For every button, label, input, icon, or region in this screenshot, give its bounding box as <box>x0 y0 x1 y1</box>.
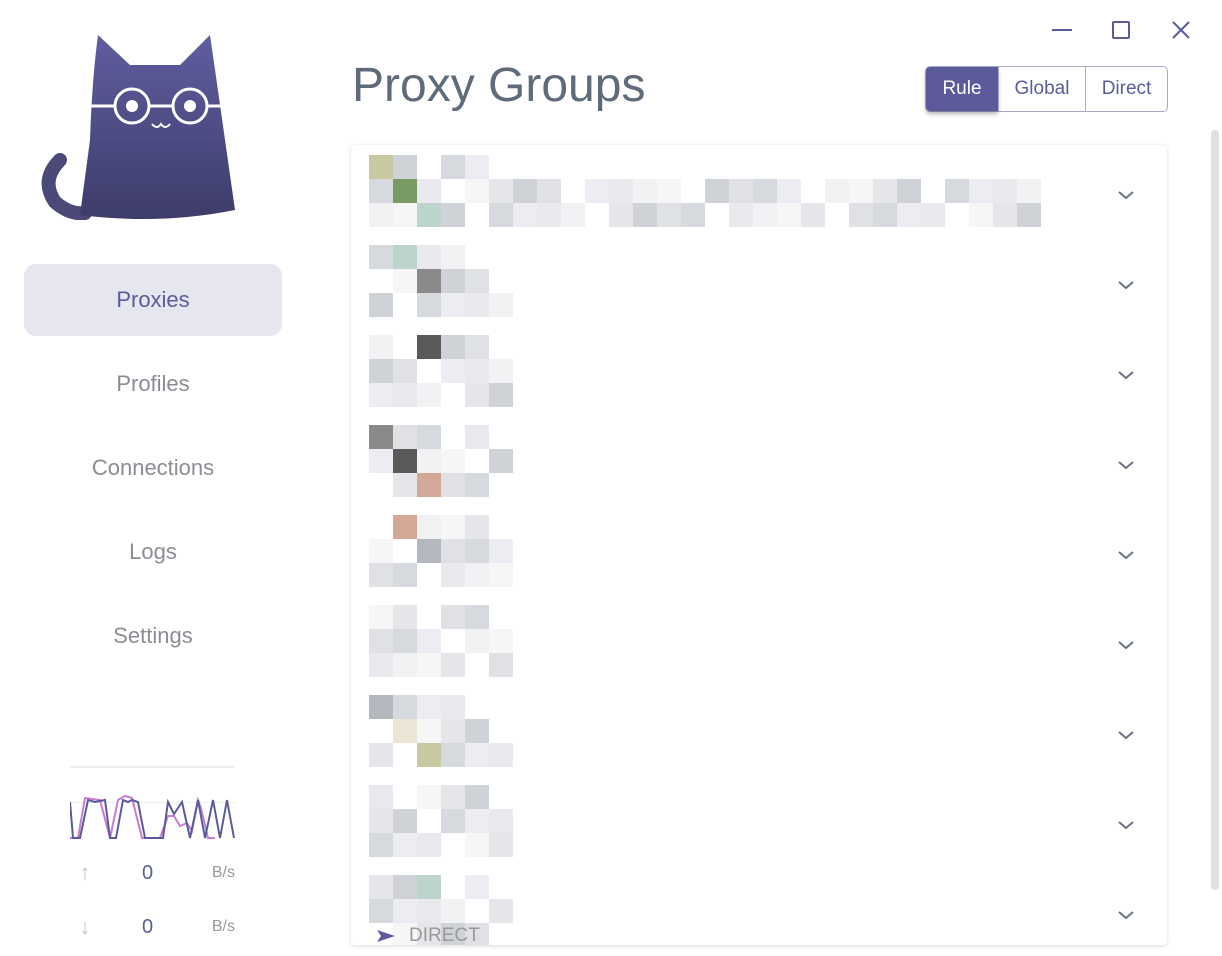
proxy-group-row[interactable] <box>351 775 1167 865</box>
arrow-up-icon: ↑ <box>79 860 91 885</box>
upload-unit: B/s <box>211 864 235 881</box>
selected-proxy-label: DIRECT <box>409 925 480 945</box>
graph-gridline <box>70 802 235 803</box>
arrow-down-icon: ↓ <box>79 914 91 939</box>
minimize-icon[interactable] <box>1050 18 1074 42</box>
maximize-icon[interactable] <box>1109 18 1133 42</box>
mode-global-button[interactable]: Global <box>998 67 1085 111</box>
selected-proxy: DIRECT <box>375 925 480 945</box>
mode-switch: Rule Global Direct <box>925 66 1168 112</box>
proxy-group-row[interactable] <box>351 685 1167 775</box>
chevron-down-icon[interactable] <box>1117 190 1135 200</box>
chevron-down-icon[interactable] <box>1117 640 1135 650</box>
proxy-group-row[interactable] <box>351 865 1167 945</box>
sidebar: Proxies Profiles Connections Logs Settings ↑… <box>0 0 305 956</box>
send-icon <box>377 930 395 942</box>
nav-item-settings[interactable]: Settings <box>113 623 193 648</box>
proxy-group-row[interactable] <box>351 505 1167 595</box>
cat-logo <box>41 35 235 220</box>
chevron-down-icon[interactable] <box>1117 460 1135 470</box>
chevron-down-icon[interactable] <box>1117 370 1135 380</box>
proxy-groups-list: DIRECT <box>351 145 1167 945</box>
page-title: Proxy Groups <box>352 59 646 112</box>
download-line <box>70 798 235 839</box>
upload-value: 0 <box>141 861 154 884</box>
proxy-group-row[interactable] <box>351 235 1167 325</box>
proxy-group-row[interactable] <box>351 595 1167 685</box>
chevron-down-icon[interactable] <box>1117 910 1135 920</box>
chevron-down-icon[interactable] <box>1117 550 1135 560</box>
upload-line <box>70 794 215 839</box>
chevron-down-icon[interactable] <box>1117 280 1135 290</box>
download-row: ↓ 0 B/s <box>70 912 236 942</box>
scrollbar[interactable] <box>1211 130 1219 890</box>
chevron-down-icon[interactable] <box>1117 820 1135 830</box>
close-icon[interactable] <box>1169 18 1193 42</box>
proxy-group-row[interactable] <box>351 415 1167 505</box>
mode-direct-button[interactable]: Direct <box>1085 67 1167 111</box>
nav-item-profiles[interactable]: Profiles <box>116 371 190 396</box>
proxy-group-row[interactable] <box>351 325 1167 415</box>
upload-row: ↑ 0 B/s <box>70 858 236 888</box>
nav-item-connections[interactable]: Connections <box>91 455 215 480</box>
chevron-down-icon[interactable] <box>1117 730 1135 740</box>
traffic-graph <box>70 794 235 839</box>
mode-rule-button[interactable]: Rule <box>926 67 998 111</box>
download-value: 0 <box>141 915 154 938</box>
proxy-group-row[interactable] <box>351 145 1167 235</box>
download-unit: B/s <box>211 918 235 935</box>
nav-item-logs[interactable]: Logs <box>129 539 177 564</box>
nav-item-proxies[interactable]: Proxies <box>24 264 282 336</box>
divider <box>70 766 235 768</box>
